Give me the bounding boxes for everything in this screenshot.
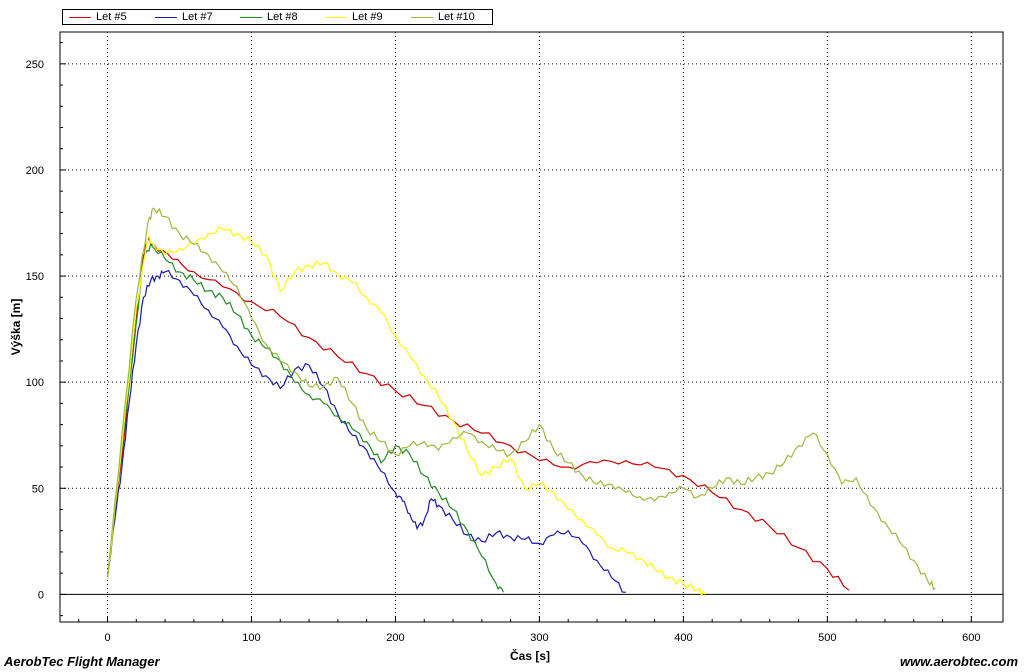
x-tick-label: 600 — [962, 632, 980, 644]
y-tick-label: 100 — [26, 377, 44, 389]
x-tick-label: 0 — [104, 632, 110, 644]
legend-label: Let #9 — [352, 11, 383, 23]
series-lines — [106, 207, 936, 598]
legend-swatch — [155, 17, 177, 18]
legend-swatch — [69, 17, 91, 18]
x-tick-label: 200 — [386, 632, 404, 644]
x-axis-title: Čas [s] — [510, 648, 550, 663]
x-tick-label: 300 — [530, 632, 548, 644]
legend-label: Let #8 — [267, 11, 298, 23]
legend-label: Let #10 — [438, 11, 475, 23]
x-tick-label: 400 — [674, 632, 692, 644]
series-line-4 — [106, 226, 706, 598]
y-tick-label: 50 — [32, 483, 44, 495]
x-tick-label: 500 — [818, 632, 836, 644]
legend-label: Let #7 — [182, 11, 213, 23]
y-tick-label: 250 — [26, 59, 44, 71]
y-tick-label: 0 — [38, 589, 44, 601]
legend-swatch — [325, 17, 347, 18]
series-line-5 — [106, 207, 936, 591]
legend: Let #5 Let #7 Let #8 Let #9 Let #10 — [62, 9, 493, 25]
y-axis-title: Výška [m] — [9, 299, 23, 356]
y-tick-label: 150 — [26, 271, 44, 283]
grid — [60, 32, 1003, 622]
legend-swatch — [240, 17, 262, 18]
series-line-3 — [106, 242, 504, 593]
plot-area — [59, 31, 1004, 623]
x-tick-label: 100 — [242, 632, 260, 644]
series-line-2 — [106, 269, 626, 593]
app-name-label: AerobTec Flight Manager — [4, 654, 160, 669]
legend-label: Let #5 — [96, 11, 127, 23]
website-link[interactable]: www.aerobtec.com — [900, 654, 1018, 669]
axes: 0 100 200 300 400 500 600 0 50 100 150 200 250 — [26, 42, 981, 644]
y-tick-label: 200 — [26, 165, 44, 177]
legend-swatch — [411, 17, 433, 18]
